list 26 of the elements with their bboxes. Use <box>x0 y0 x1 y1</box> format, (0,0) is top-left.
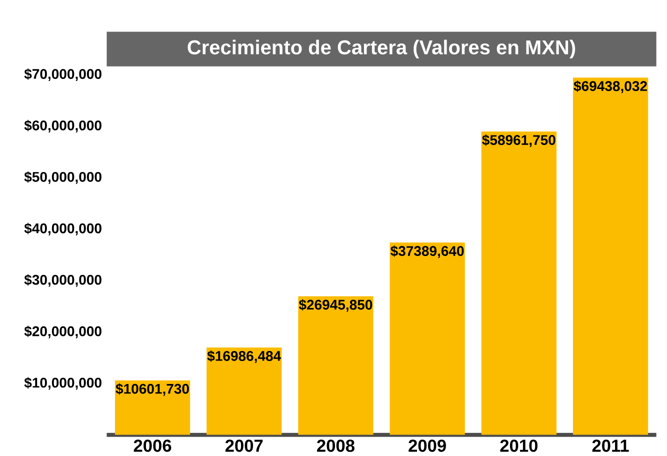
chart-title: Crecimiento de Cartera (Valores en MXN) <box>188 40 576 58</box>
bar <box>390 242 465 435</box>
x-tick-label: 2010 <box>500 439 538 452</box>
data-label: $69438,032 <box>574 80 647 93</box>
x-tick-label: 2009 <box>408 439 446 452</box>
data-label: $37389,640 <box>390 245 464 258</box>
x-tick-label: 2007 <box>225 439 263 452</box>
bar <box>481 131 556 435</box>
bar <box>572 77 648 435</box>
bar <box>114 380 190 435</box>
x-tick-label: 2011 <box>592 439 629 452</box>
data-label: $16986,484 <box>207 350 282 363</box>
bar <box>298 296 374 435</box>
y-tick-label: $10,000,000 <box>24 377 102 390</box>
x-tick-label: 2006 <box>134 439 172 452</box>
y-tick-label: $40,000,000 <box>24 222 102 236</box>
y-tick-label: $20,000,000 <box>24 326 102 338</box>
x-tick-label: 2008 <box>317 439 354 452</box>
y-tick-label: $30,000,000 <box>24 274 102 287</box>
bar <box>206 347 282 435</box>
data-label: $26945,850 <box>298 299 372 312</box>
data-label: $10601,730 <box>116 383 189 396</box>
y-tick-label: $50,000,000 <box>24 171 102 184</box>
y-tick-label: $60,000,000 <box>24 120 102 132</box>
y-tick-label: $70,000,000 <box>24 68 102 81</box>
data-label: $58961,750 <box>482 134 556 147</box>
